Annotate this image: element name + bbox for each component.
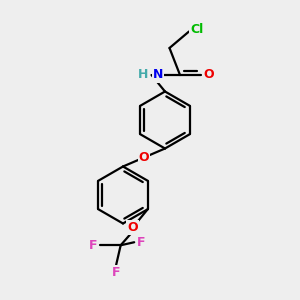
Text: O: O (128, 221, 138, 234)
Text: F: F (136, 236, 145, 249)
Text: Cl: Cl (190, 23, 203, 37)
Text: O: O (203, 68, 214, 82)
Text: F: F (89, 239, 97, 252)
Text: F: F (112, 266, 120, 279)
Text: H: H (138, 68, 148, 82)
Text: O: O (139, 151, 149, 164)
Text: N: N (153, 68, 163, 82)
